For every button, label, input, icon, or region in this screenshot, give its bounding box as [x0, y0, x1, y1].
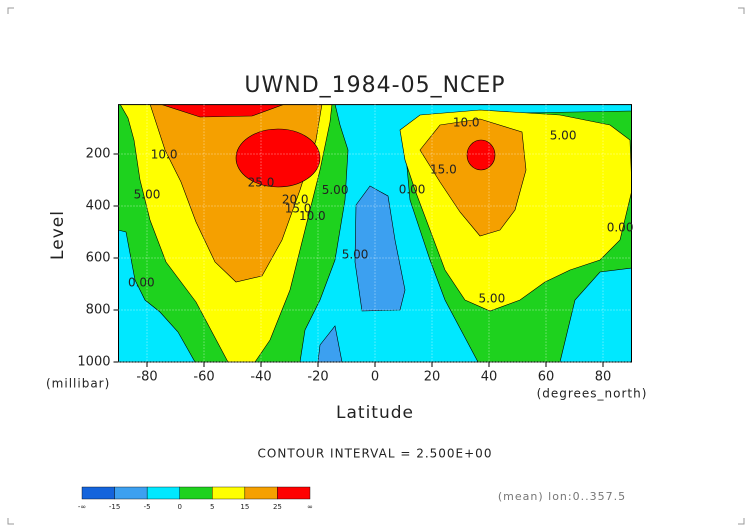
colorbar-swatch — [146, 486, 180, 500]
colorbar-label: 5 — [210, 503, 214, 511]
x-tick-label: 80 — [595, 370, 612, 385]
contour-field — [118, 104, 632, 362]
x-unit: (degrees_north) — [537, 387, 648, 401]
contour-region — [160, 104, 285, 118]
colorbar-swatch — [114, 486, 148, 500]
contour-label: 10.0 — [299, 209, 326, 223]
contour-label: 0.00 — [607, 221, 634, 235]
contour-region — [354, 185, 406, 312]
contour-region — [466, 139, 496, 171]
y-tick-label: 400 — [86, 199, 111, 214]
colorbar-label: 0 — [177, 503, 181, 511]
contour-region — [317, 325, 343, 362]
contour-label: 5.00 — [134, 188, 161, 202]
contour-label: 10.0 — [453, 116, 480, 130]
y-tick-label: 200 — [86, 147, 111, 162]
y-tick-label: 800 — [86, 303, 111, 318]
colorbar-label: -15 — [109, 503, 120, 511]
contour-label: 0.00 — [399, 182, 426, 196]
colorbar-label: ∞ — [307, 503, 313, 511]
contour-label: 15.0 — [285, 202, 312, 216]
contour-label: 0.00 — [128, 275, 155, 289]
contour-region — [118, 229, 196, 362]
y-axis-label: Level — [48, 210, 68, 260]
x-tick-label: -80 — [136, 370, 157, 385]
y-tick-label: 600 — [86, 251, 111, 266]
colorbar-label: -∞ — [78, 503, 86, 511]
colorbar-swatch — [81, 486, 115, 500]
colorbar-label: 25 — [273, 503, 282, 511]
contour-label: 20.0 — [282, 193, 309, 207]
contour-label: 25.0 — [248, 176, 275, 190]
x-tick-label: 40 — [481, 370, 498, 385]
contour-label: 15.0 — [430, 163, 457, 177]
frame-corner — [7, 7, 745, 525]
contour-label: 5.00 — [342, 247, 369, 261]
y-unit: (millibar) — [46, 377, 110, 391]
colorbar-swatch — [244, 486, 278, 500]
x-tick-label: 20 — [424, 370, 441, 385]
x-tick-label: -60 — [193, 370, 214, 385]
note: (mean) lon:0..357.5 — [498, 490, 626, 503]
contour-label: 5.00 — [322, 183, 349, 197]
contour-label: 5.00 — [478, 292, 505, 306]
contour-label: 10.0 — [151, 148, 178, 162]
colorbar-swatch — [277, 486, 311, 500]
contour-region — [419, 118, 527, 237]
x-tick-label: 0 — [371, 370, 379, 385]
y-tick-label: 1000 — [77, 355, 110, 370]
contour-label: 5.00 — [550, 129, 577, 143]
colorbar-swatch — [179, 486, 213, 500]
x-tick-label: 60 — [538, 370, 555, 385]
colorbar-label: -5 — [144, 503, 151, 511]
colorbar-label: 15 — [240, 503, 249, 511]
colorbar-swatch — [212, 486, 246, 500]
contour-region — [235, 128, 321, 188]
contour-interval: CONTOUR INTERVAL = 2.500E+00 — [258, 447, 493, 461]
x-axis-label: Latitude — [336, 403, 414, 423]
x-tick-label: -20 — [307, 370, 328, 385]
x-tick-label: -40 — [250, 370, 271, 385]
chart-title: UWND_1984-05_NCEP — [244, 73, 505, 98]
